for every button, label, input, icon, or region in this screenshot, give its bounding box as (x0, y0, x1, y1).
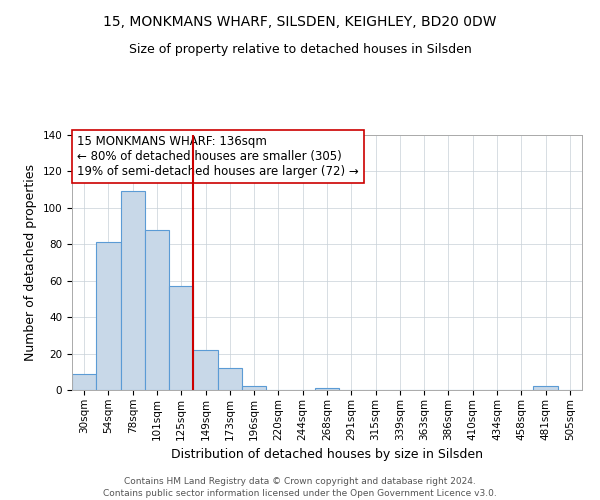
Text: Size of property relative to detached houses in Silsden: Size of property relative to detached ho… (128, 42, 472, 56)
Text: Contains HM Land Registry data © Crown copyright and database right 2024.
Contai: Contains HM Land Registry data © Crown c… (103, 476, 497, 498)
Y-axis label: Number of detached properties: Number of detached properties (24, 164, 37, 361)
X-axis label: Distribution of detached houses by size in Silsden: Distribution of detached houses by size … (171, 448, 483, 461)
Bar (145, 230, 169, 390)
Text: 15 MONKMANS WHARF: 136sqm
← 80% of detached houses are smaller (305)
19% of semi: 15 MONKMANS WHARF: 136sqm ← 80% of detac… (77, 135, 359, 178)
Bar (169, 286, 193, 390)
Bar (315, 388, 339, 390)
Bar (242, 386, 266, 390)
Bar (72, 374, 96, 390)
Bar (193, 350, 218, 390)
Bar (218, 368, 242, 390)
Text: 15, MONKMANS WHARF, SILSDEN, KEIGHLEY, BD20 0DW: 15, MONKMANS WHARF, SILSDEN, KEIGHLEY, B… (103, 15, 497, 29)
Bar (121, 192, 145, 390)
Bar (533, 386, 558, 390)
Bar (96, 242, 121, 390)
